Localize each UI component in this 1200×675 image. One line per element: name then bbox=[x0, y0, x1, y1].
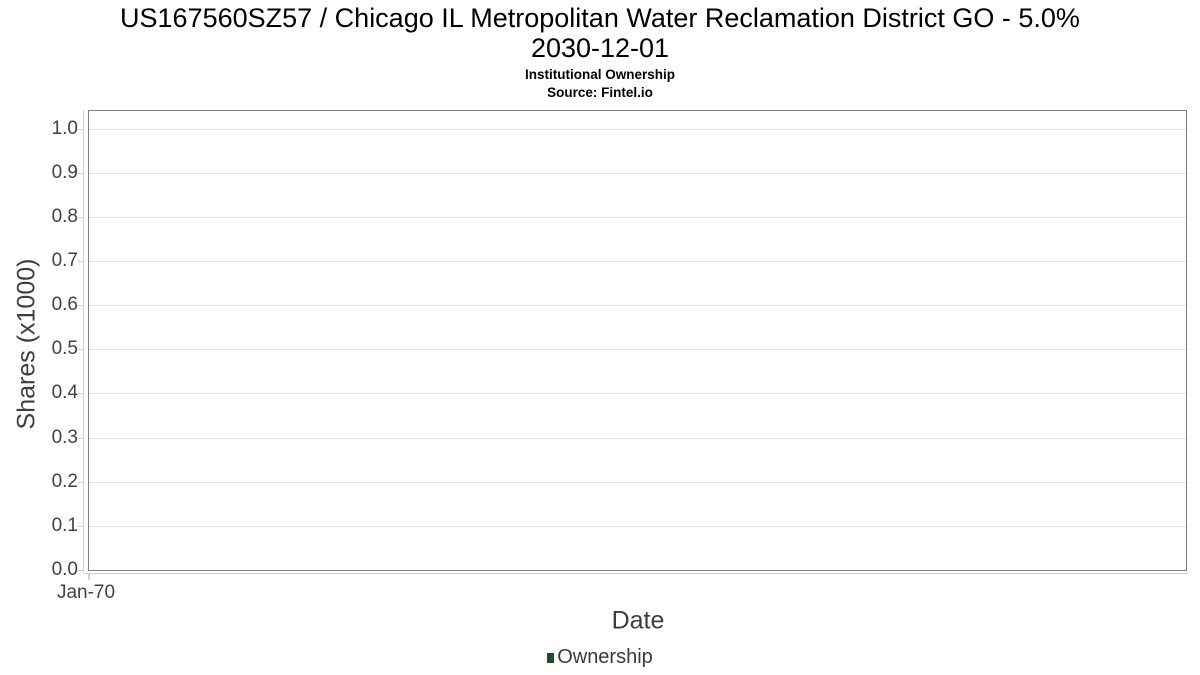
y-tick-mark bbox=[78, 525, 83, 527]
x-tick-label: Jan-70 bbox=[56, 582, 116, 603]
y-tick-mark bbox=[78, 305, 83, 307]
legend-label: Ownership bbox=[557, 646, 653, 668]
legend: Ownership bbox=[0, 646, 1200, 669]
legend-marker bbox=[547, 652, 555, 663]
gridline bbox=[89, 261, 1186, 263]
y-tick-label: 0.6 bbox=[51, 294, 78, 316]
plot-area: 0.0 0.1 0.2 0.3 0.4 0.5 0.6 0.7 0.8 0.9 1.0 Jan-70 bbox=[52, 110, 1188, 603]
x-tick-mark bbox=[88, 573, 90, 580]
gridline bbox=[89, 393, 1186, 395]
y-tick-mark bbox=[78, 393, 83, 395]
x-axis-line bbox=[83, 572, 1188, 574]
gridline bbox=[89, 481, 1186, 483]
y-tick-mark bbox=[78, 216, 83, 218]
y-tick-mark bbox=[78, 172, 83, 174]
chart-subtitle: Institutional Ownership bbox=[524, 67, 675, 82]
y-tick-label: 0.2 bbox=[51, 470, 78, 492]
y-tick-mark bbox=[78, 128, 83, 130]
x-axis-title: Date bbox=[611, 606, 665, 635]
y-tick-label: 0.3 bbox=[51, 426, 78, 448]
y-tick-label: 0.9 bbox=[51, 161, 78, 183]
y-tick-mark bbox=[78, 261, 83, 263]
y-tick-label: 0.1 bbox=[51, 514, 78, 536]
gridline bbox=[89, 172, 1186, 174]
y-tick-mark bbox=[78, 349, 83, 351]
y-tick-mark bbox=[78, 437, 83, 439]
y-tick-mark bbox=[78, 570, 83, 571]
gridline bbox=[89, 216, 1186, 218]
chart-title-line-2: 2030-12-01 bbox=[530, 33, 670, 63]
chart-title: US167560SZ57 / Chicago IL Metropolitan W… bbox=[0, 3, 1200, 63]
y-tick-label: 0.5 bbox=[51, 338, 78, 360]
y-tick-label: 0.0 bbox=[51, 559, 78, 580]
chart-source: Source: Fintel.io bbox=[547, 85, 653, 100]
gridline bbox=[89, 305, 1186, 307]
gridline bbox=[89, 525, 1186, 527]
y-tick-label: 0.7 bbox=[51, 250, 78, 272]
y-axis-line bbox=[83, 110, 84, 571]
y-tick-label: 0.8 bbox=[51, 205, 78, 227]
y-tick-label: 1.0 bbox=[51, 117, 78, 139]
gridline bbox=[89, 128, 1186, 130]
y-tick-mark bbox=[78, 481, 83, 483]
y-tick-label: 0.4 bbox=[51, 382, 78, 404]
y-axis-title: Shares (x1000) bbox=[12, 258, 41, 430]
chart-title-line-1: US167560SZ57 / Chicago IL Metropolitan W… bbox=[120, 3, 1080, 33]
gridline bbox=[89, 437, 1186, 439]
legend-item-ownership[interactable]: Ownership bbox=[547, 646, 653, 669]
gridline bbox=[89, 349, 1186, 351]
